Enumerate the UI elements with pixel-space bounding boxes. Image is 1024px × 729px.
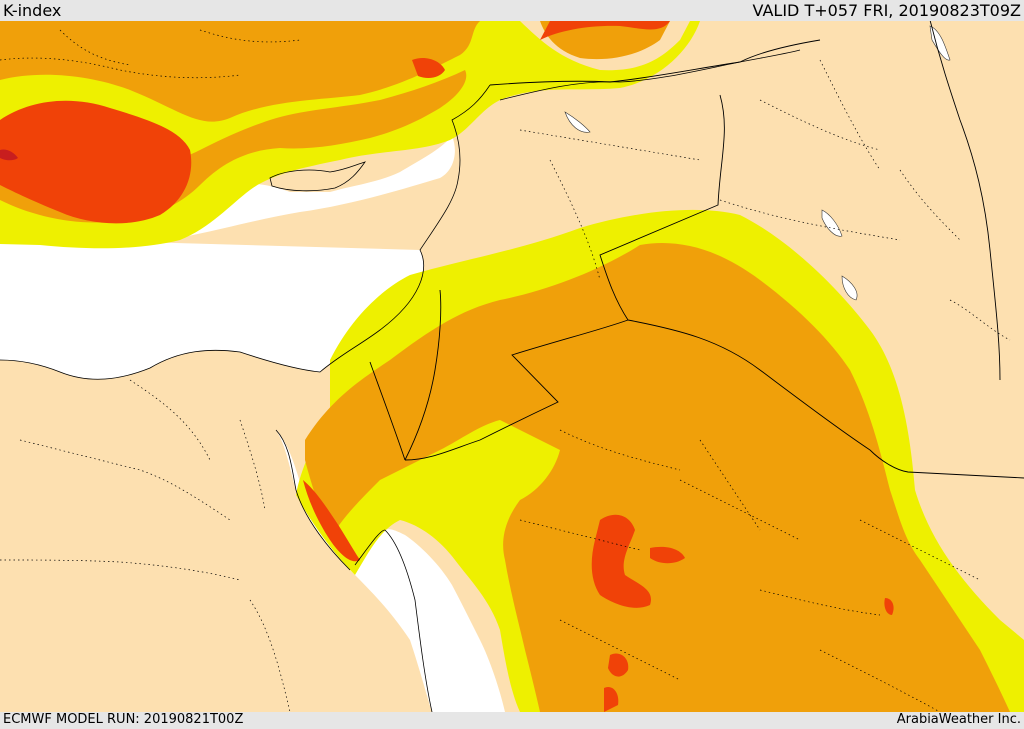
- k-index-band-darkred: [0, 149, 18, 161]
- credit-label: ArabiaWeather Inc.: [896, 712, 1021, 727]
- coastlines: [0, 49, 801, 712]
- lake-assad: [564, 111, 591, 133]
- country-borders: [369, 21, 1024, 479]
- model-run-label: ECMWF MODEL RUN: 20190821T00Z: [3, 712, 244, 727]
- cyprus-island: [269, 161, 366, 192]
- footer-bar: ECMWF MODEL RUN: 20190821T00Z ArabiaWeat…: [0, 712, 1024, 729]
- lake-urmia: [929, 25, 951, 61]
- admin-borders: [0, 29, 1011, 712]
- map-canvas: [0, 21, 1024, 712]
- k-index-map[interactable]: [0, 21, 1024, 712]
- header-bar: K-index VALID T+057 FRI, 20190823T09Z: [0, 0, 1024, 21]
- red-sea: [276, 430, 505, 712]
- lake-milh: [841, 275, 858, 301]
- valid-time: VALID T+057 FRI, 20190823T09Z: [752, 1, 1021, 20]
- map-title: K-index: [3, 1, 62, 20]
- k-index-band-red: [0, 21, 894, 712]
- mediterranean-sea: [0, 136, 455, 380]
- lake-tharthar: [821, 209, 843, 237]
